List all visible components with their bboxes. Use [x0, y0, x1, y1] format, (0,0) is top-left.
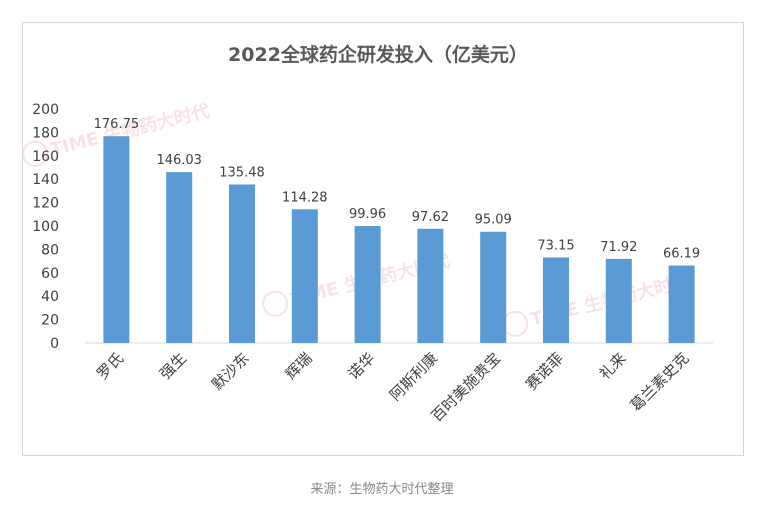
y-tick-label: 40	[41, 289, 59, 305]
x-tick-label: 葛兰素史克	[627, 349, 693, 415]
x-tick-label: 罗氏	[93, 349, 127, 383]
value-label: 146.03	[156, 153, 202, 168]
x-tick-label: 辉瑞	[282, 349, 316, 383]
bar	[480, 231, 507, 343]
x-tick-label: 阿斯利康	[386, 349, 441, 404]
bar	[605, 258, 632, 343]
source-caption: 来源：生物药大时代整理	[310, 482, 454, 497]
bar	[103, 136, 130, 343]
bar	[417, 228, 444, 343]
bar	[668, 265, 695, 343]
y-tick-label: 160	[32, 149, 59, 165]
y-tick-label: 100	[32, 219, 59, 235]
y-tick-label: 140	[32, 172, 59, 188]
bar	[354, 226, 381, 343]
value-label: 135.48	[219, 165, 265, 180]
y-tick-label: 180	[32, 125, 59, 141]
y-tick-label: 120	[32, 196, 59, 212]
value-label: 73.15	[537, 238, 574, 253]
y-tick-label: 200	[32, 102, 59, 118]
watermark-logo: TIME 生物药大时代	[502, 270, 692, 337]
x-tick-label: 强生	[156, 349, 190, 383]
bar	[166, 172, 193, 343]
y-tick-label: 60	[41, 266, 59, 282]
x-tick-label: 赛诺菲	[522, 349, 567, 394]
bar-chart: 2022全球药企研发投入（亿美元） TIME 生物药大时代TIME 生物药大时代…	[23, 43, 713, 425]
x-tick-label: 礼来	[596, 349, 630, 383]
y-tick-label: 80	[41, 242, 59, 258]
x-tick-label: 诺华	[344, 349, 378, 383]
y-tick-label: 0	[50, 336, 59, 352]
value-label: 176.75	[94, 117, 140, 132]
value-label: 99.96	[349, 207, 386, 222]
y-tick-label: 20	[41, 313, 59, 329]
chart-frame: 2022全球药企研发投入（亿美元） TIME 生物药大时代TIME 生物药大时代…	[22, 22, 744, 456]
chart-title: 2022全球药企研发投入（亿美元）	[228, 43, 528, 66]
value-label: 66.19	[663, 247, 700, 262]
y-axis-ticks: 0 20 40 60 80 100 120 140 160 180 200	[32, 102, 59, 352]
bar	[543, 257, 569, 343]
bars	[103, 136, 695, 343]
value-label: 97.62	[412, 210, 449, 225]
value-label: 114.28	[282, 190, 328, 205]
bar	[229, 184, 255, 343]
x-tick-label: 默沙东	[208, 349, 253, 394]
value-label: 95.09	[475, 213, 512, 228]
value-label: 71.92	[600, 240, 637, 255]
value-labels: 176.75 146.03 135.48 114.28 99.96 97.62 95.09 7…	[94, 117, 701, 261]
bar	[291, 209, 318, 343]
